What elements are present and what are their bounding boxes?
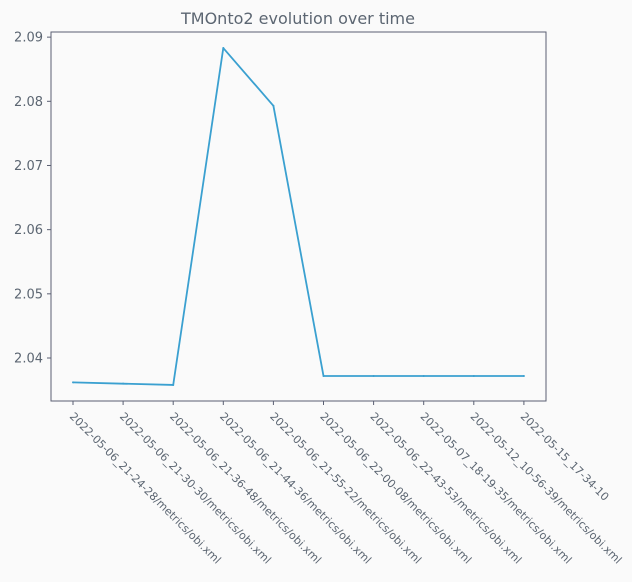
y-axis: 2.04 2.05 2.06 2.07 2.08 2.09 [14, 31, 51, 367]
data-point [522, 374, 525, 377]
x-axis: 2022-05-06_21-24-28/metrics/obi.xml2022-… [67, 401, 624, 567]
data-point [322, 374, 325, 377]
chart-title: TMOnto2 evolution over time [180, 9, 415, 28]
data-point [272, 104, 275, 107]
data-point [72, 381, 74, 384]
data-point [222, 47, 225, 50]
data-point [472, 374, 475, 377]
data-point [422, 374, 425, 377]
y-tick-label: 2.07 [14, 159, 43, 174]
y-tick-label: 2.09 [14, 31, 43, 46]
series-layer [72, 47, 525, 386]
y-tick-label: 2.04 [14, 352, 43, 367]
y-tick-label: 2.05 [14, 287, 43, 302]
x-tick-label: 2022-05-15_17-34-10 [518, 410, 612, 504]
plot-area [50, 31, 547, 402]
y-tick-label: 2.06 [14, 223, 43, 238]
y-tick-label: 2.08 [14, 95, 43, 110]
data-point [122, 382, 125, 385]
data-point [372, 374, 375, 377]
data-point [172, 383, 175, 386]
series-line [72, 47, 524, 386]
